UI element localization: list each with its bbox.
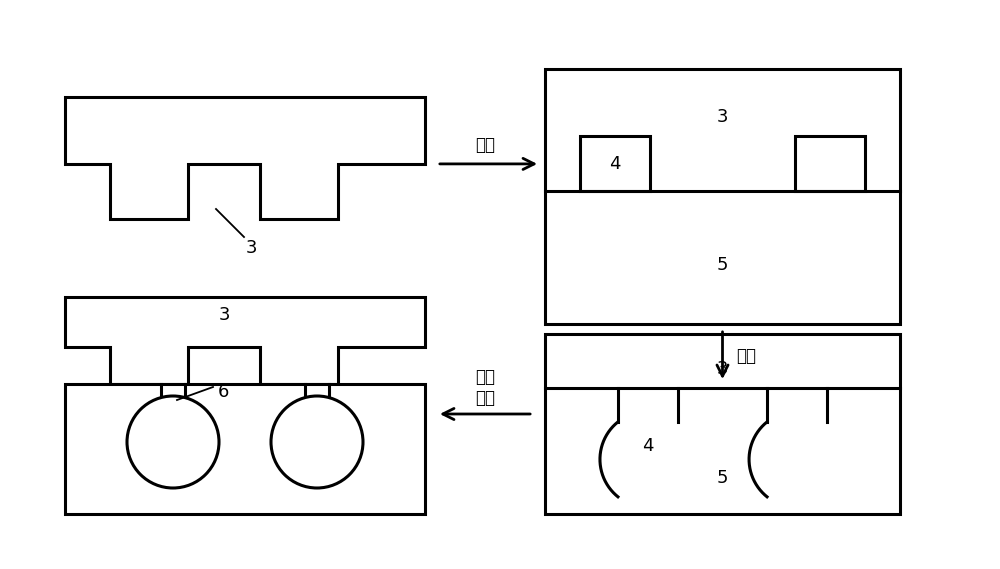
Text: 接触: 接触 [475,136,495,154]
Bar [545,334,900,514]
Text: 6: 6 [218,383,229,401]
Bar [580,137,650,191]
Text: 3: 3 [246,239,258,257]
Polygon shape [65,97,425,219]
Text: 固化
脱模: 固化 脱模 [475,368,495,407]
Text: 5: 5 [717,469,728,487]
Text: 3: 3 [218,306,230,324]
Text: 5: 5 [717,257,728,274]
Text: 4: 4 [609,155,621,173]
Bar [65,384,425,514]
Polygon shape [65,297,425,384]
Bar [545,69,900,324]
Text: 3: 3 [717,360,728,378]
Text: 3: 3 [717,109,728,126]
Bar [795,137,865,191]
Text: 成形: 成形 [736,347,756,365]
Text: 4: 4 [642,438,654,455]
